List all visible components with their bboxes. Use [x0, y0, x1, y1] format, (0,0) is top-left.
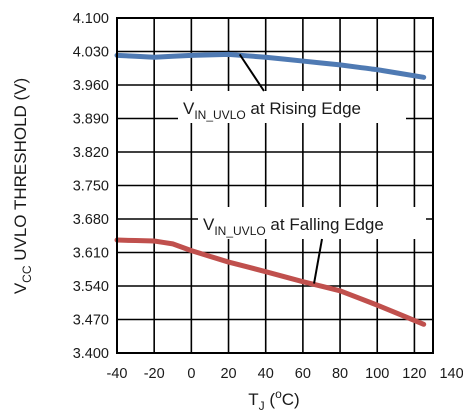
annotation-leader-falling [313, 238, 323, 284]
y-tick-label: 4.100 [73, 11, 109, 27]
y-tick-label: 4.030 [73, 45, 109, 61]
annotation-box-rising [178, 91, 406, 123]
x-tick-label: 20 [220, 366, 236, 382]
y-tick-label: 3.540 [73, 279, 109, 295]
x-tick-label: 80 [332, 366, 348, 382]
x-tick-label: 0 [187, 366, 195, 382]
series-line-falling [114, 237, 427, 327]
plot-frame [116, 17, 434, 354]
chart-tick-labels: -40 -20 0 20 40 60 80 100 120 140 3.400 3.470 3.540 3… [73, 11, 463, 382]
annotation-leader-rising [238, 53, 265, 92]
annotation-box-falling [198, 207, 426, 239]
x-tick-label: -20 [144, 366, 165, 382]
x-tick-label: 60 [295, 366, 311, 382]
x-tick-label: 120 [402, 366, 426, 382]
series-line-rising [114, 51, 427, 80]
x-tick-label: -40 [107, 366, 128, 382]
y-tick-label: 3.400 [73, 346, 109, 362]
chart-series [114, 51, 427, 327]
chart-annotations: VIN_UVLO at Rising Edge VIN_UVLO at Falli… [178, 53, 426, 284]
y-tick-label: 3.750 [73, 179, 109, 195]
annotation-label-rising: VIN_UVLO at Rising Edge [183, 99, 361, 122]
x-tick-label: 100 [365, 366, 389, 382]
y-tick-label: 3.890 [73, 112, 109, 128]
x-tick-label: 140 [439, 366, 463, 382]
y-tick-label: 3.820 [73, 145, 109, 161]
y-tick-label: 3.680 [73, 212, 109, 228]
x-tick-label: 40 [258, 366, 274, 382]
y-tick-label: 3.960 [73, 78, 109, 94]
y-tick-label: 3.610 [73, 246, 109, 262]
annotation-label-falling: VIN_UVLO at Falling Edge [203, 215, 384, 238]
y-axis-title: VCC UVLO THRESHOLD (V) [11, 78, 34, 294]
y-tick-label: 3.470 [73, 313, 109, 329]
x-axis-title: TJ (oC) [248, 387, 299, 413]
